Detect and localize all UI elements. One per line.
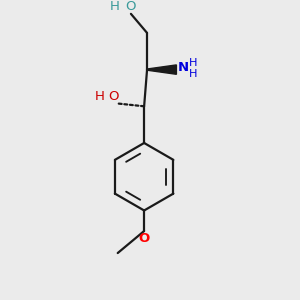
Text: H: H	[95, 89, 105, 103]
Text: O: O	[108, 89, 119, 103]
Text: H: H	[189, 58, 198, 68]
Text: O: O	[139, 232, 150, 245]
Text: N: N	[178, 61, 189, 74]
Text: H: H	[110, 0, 120, 13]
Polygon shape	[147, 65, 176, 74]
Text: O: O	[126, 0, 136, 13]
Text: H: H	[189, 69, 198, 79]
